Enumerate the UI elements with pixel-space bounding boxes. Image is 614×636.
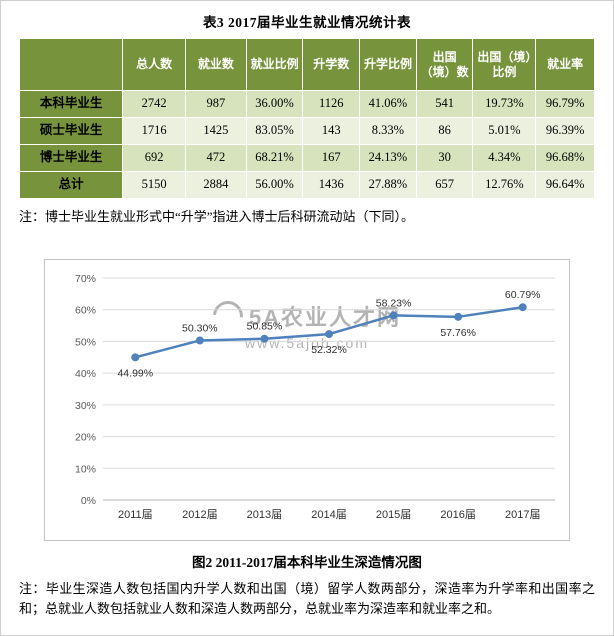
table-cell: 96.39% bbox=[535, 117, 595, 145]
table-cell: 8.33% bbox=[359, 117, 417, 145]
table-corner-cell bbox=[18, 38, 124, 91]
table-cell: 1716 bbox=[122, 117, 186, 145]
svg-text:57.76%: 57.76% bbox=[440, 326, 476, 338]
chart-caption: 图2 2011-2017届本科毕业生深造情况图 bbox=[192, 554, 422, 570]
svg-text:60%: 60% bbox=[75, 304, 96, 316]
col-header-employed-rate: 就业比例 bbox=[245, 38, 304, 91]
svg-text:20%: 20% bbox=[75, 431, 96, 443]
table-cell: 5150 bbox=[122, 171, 186, 199]
table-cell: 83.05% bbox=[245, 117, 304, 145]
table-cell: 30 bbox=[415, 144, 474, 172]
table-cell: 41.06% bbox=[359, 90, 417, 118]
table-row-undergraduate: 本科毕业生 2742 987 36.00% 1126 41.06% 541 19… bbox=[18, 90, 595, 118]
table-cell: 472 bbox=[185, 144, 247, 172]
svg-text:60.79%: 60.79% bbox=[505, 289, 541, 301]
col-header-employment-rate: 就业率 bbox=[535, 38, 595, 91]
table-cell: 541 bbox=[415, 90, 474, 118]
table-cell: 1425 bbox=[185, 117, 247, 145]
table-cell: 96.64% bbox=[535, 171, 595, 199]
row-label: 总计 bbox=[18, 171, 124, 199]
svg-text:50%: 50% bbox=[75, 336, 96, 348]
svg-text:2014届: 2014届 bbox=[311, 508, 346, 521]
svg-text:30%: 30% bbox=[75, 399, 96, 411]
col-header-abroad: 出国（境）数 bbox=[415, 38, 474, 91]
row-label: 硕士毕业生 bbox=[18, 117, 124, 145]
table-cell: 86 bbox=[415, 117, 474, 145]
svg-text:44.99%: 44.99% bbox=[117, 367, 153, 379]
footnote: 注：毕业生深造人数包括国内升学人数和出国（境）留学人数两部分，深造率为升学率和出… bbox=[19, 580, 595, 617]
svg-text:58.23%: 58.23% bbox=[376, 297, 412, 309]
table-cell: 143 bbox=[302, 117, 361, 145]
table-cell: 27.88% bbox=[359, 171, 417, 199]
svg-text:70%: 70% bbox=[75, 273, 96, 285]
line-chart: 0% 10% 20% 30% 40% 50% 60% 70% 44.99% 50.30% 50.85… bbox=[75, 273, 555, 521]
table-row-master: 硕士毕业生 1716 1425 83.05% 143 8.33% 86 5.01… bbox=[18, 117, 595, 145]
svg-text:40%: 40% bbox=[75, 368, 96, 380]
table-cell: 12.76% bbox=[472, 171, 537, 199]
table-cell: 19.73% bbox=[472, 90, 537, 118]
svg-text:2011届: 2011届 bbox=[118, 508, 153, 521]
table-cell: 692 bbox=[122, 144, 186, 172]
table-cell: 2884 bbox=[185, 171, 247, 199]
svg-text:2013届: 2013届 bbox=[247, 508, 282, 521]
table-cell: 167 bbox=[302, 144, 361, 172]
table-row-doctoral: 博士毕业生 692 472 68.21% 167 24.13% 30 4.34%… bbox=[18, 144, 595, 172]
col-header-total: 总人数 bbox=[122, 38, 186, 91]
table-row-total: 总计 5150 2884 56.00% 1436 27.88% 657 12.7… bbox=[18, 171, 595, 199]
svg-text:50.85%: 50.85% bbox=[247, 320, 283, 332]
table-cell: 24.13% bbox=[359, 144, 417, 172]
table-cell: 56.00% bbox=[245, 171, 304, 199]
table-note: 注：博士毕业生就业形式中“升学”指进入博士后科研流动站（下同）。 bbox=[19, 209, 415, 224]
table-cell: 96.68% bbox=[535, 144, 595, 172]
svg-text:2015届: 2015届 bbox=[376, 508, 411, 521]
svg-text:2012届: 2012届 bbox=[182, 508, 217, 521]
svg-text:2016届: 2016届 bbox=[440, 508, 475, 521]
table-cell: 68.21% bbox=[245, 144, 304, 172]
watermark: 5A农业人才网 www.5ajob.com bbox=[206, 294, 402, 351]
table-cell: 4.34% bbox=[472, 144, 537, 172]
col-header-employed: 就业数 bbox=[185, 38, 247, 91]
row-label: 本科毕业生 bbox=[18, 90, 124, 118]
svg-text:10%: 10% bbox=[75, 463, 96, 475]
col-header-further-study-rate: 升学比例 bbox=[359, 38, 417, 91]
table-cell: 1436 bbox=[302, 171, 361, 199]
table-cell: 5.01% bbox=[472, 117, 537, 145]
table-cell: 96.79% bbox=[535, 90, 595, 118]
table-cell: 987 bbox=[185, 90, 247, 118]
chart-container: 5A农业人才网 www.5ajob.com 0% 10% 20% 30% 40% 50% 6… bbox=[44, 258, 570, 541]
table-cell: 657 bbox=[415, 171, 474, 199]
col-header-abroad-rate: 出国（境）比例 bbox=[472, 38, 537, 91]
table-header-row: 总人数 就业数 就业比例 升学数 升学比例 出国（境）数 出国（境）比例 就业率 bbox=[18, 38, 595, 91]
svg-text:52.32%: 52.32% bbox=[311, 344, 347, 356]
watermark-title: 5A农业人才网 bbox=[248, 304, 402, 330]
row-label: 博士毕业生 bbox=[18, 144, 124, 172]
employment-stats-table: 总人数 就业数 就业比例 升学数 升学比例 出国（境）数 出国（境）比例 就业率… bbox=[18, 38, 595, 199]
svg-text:2017届: 2017届 bbox=[505, 508, 540, 521]
col-header-further-study: 升学数 bbox=[302, 38, 361, 91]
table-cell: 2742 bbox=[122, 90, 186, 118]
table-title: 表3 2017届毕业生就业情况统计表 bbox=[202, 15, 412, 30]
svg-text:0%: 0% bbox=[81, 495, 96, 507]
table-cell: 1126 bbox=[302, 90, 361, 118]
svg-text:50.30%: 50.30% bbox=[182, 322, 218, 334]
table-cell: 36.00% bbox=[245, 90, 304, 118]
